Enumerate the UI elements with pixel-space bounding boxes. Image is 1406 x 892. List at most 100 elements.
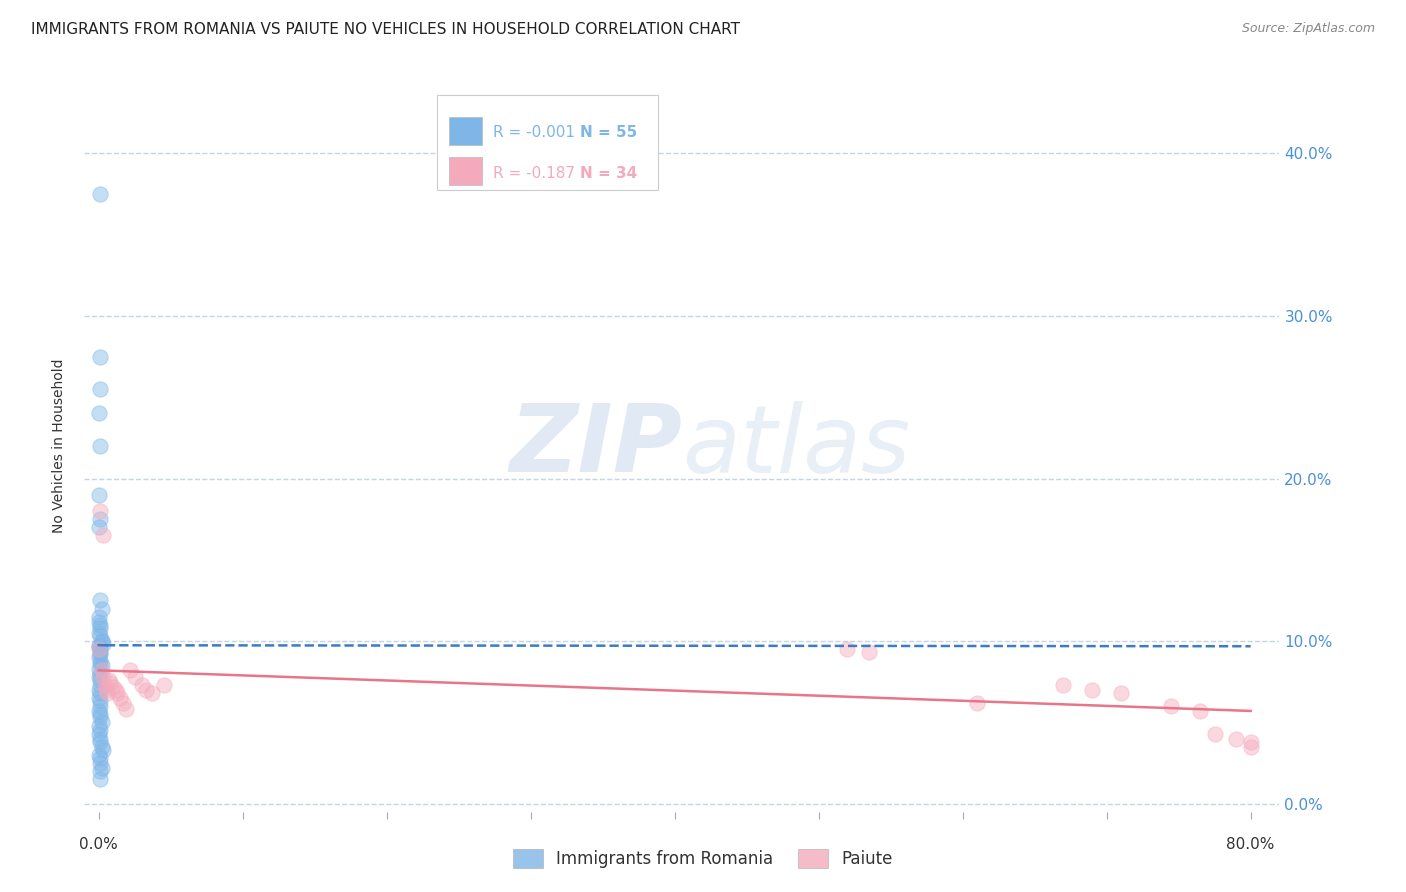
Point — [131, 678, 153, 692]
Point — [89, 593, 111, 607]
Point — [89, 647, 111, 661]
Point — [89, 710, 111, 724]
Point — [89, 617, 111, 632]
Point — [90, 761, 112, 775]
Point — [858, 645, 880, 659]
Point — [87, 690, 110, 705]
Point — [87, 650, 110, 665]
Point — [91, 637, 114, 651]
Point — [87, 682, 110, 697]
Point — [91, 528, 114, 542]
Point — [87, 520, 110, 534]
Text: N = 55: N = 55 — [581, 126, 637, 140]
Point — [87, 727, 110, 741]
Point — [87, 670, 110, 684]
Point — [90, 739, 112, 754]
FancyBboxPatch shape — [449, 157, 482, 185]
Point — [87, 639, 110, 653]
Point — [89, 382, 111, 396]
Point — [87, 639, 110, 653]
Point — [89, 764, 111, 778]
Point — [96, 686, 118, 700]
Point — [90, 634, 112, 648]
Point — [1052, 678, 1074, 692]
FancyBboxPatch shape — [449, 117, 482, 145]
Point — [89, 350, 111, 364]
Point — [89, 645, 111, 659]
Point — [89, 686, 111, 700]
Point — [89, 642, 111, 657]
Point — [87, 718, 110, 732]
Point — [93, 678, 115, 692]
Point — [115, 702, 138, 716]
Point — [1160, 699, 1182, 714]
Point — [89, 657, 111, 671]
Point — [89, 629, 111, 643]
Point — [141, 686, 163, 700]
Point — [89, 187, 111, 202]
Text: R = -0.001: R = -0.001 — [494, 126, 575, 140]
Text: IMMIGRANTS FROM ROMANIA VS PAIUTE NO VEHICLES IN HOUSEHOLD CORRELATION CHART: IMMIGRANTS FROM ROMANIA VS PAIUTE NO VEH… — [31, 22, 740, 37]
FancyBboxPatch shape — [437, 95, 658, 190]
Point — [101, 680, 124, 694]
Point — [89, 731, 111, 746]
Point — [87, 662, 110, 676]
Point — [89, 654, 111, 668]
Point — [91, 743, 114, 757]
Point — [89, 512, 111, 526]
Point — [89, 772, 111, 787]
Point — [87, 747, 110, 762]
Point — [1225, 731, 1247, 746]
Point — [89, 407, 111, 421]
Point — [89, 666, 111, 681]
Point — [89, 439, 111, 453]
Point — [87, 615, 110, 629]
Point — [89, 694, 111, 708]
Text: N = 34: N = 34 — [581, 166, 637, 181]
Point — [107, 686, 129, 700]
Point — [91, 670, 114, 684]
Point — [837, 642, 859, 657]
Point — [90, 601, 112, 615]
Point — [1240, 739, 1263, 754]
Point — [135, 682, 157, 697]
Point — [90, 715, 112, 730]
Point — [97, 673, 120, 687]
Text: ZIP: ZIP — [509, 400, 682, 492]
Point — [94, 682, 117, 697]
Point — [89, 621, 111, 635]
Point — [120, 663, 142, 677]
Point — [87, 609, 110, 624]
Point — [87, 642, 110, 657]
Point — [89, 756, 111, 770]
Point — [89, 707, 111, 722]
Text: R = -0.187: R = -0.187 — [494, 166, 575, 181]
Point — [966, 696, 988, 710]
Point — [89, 751, 111, 765]
Point — [89, 678, 111, 692]
Y-axis label: No Vehicles in Household: No Vehicles in Household — [52, 359, 66, 533]
Point — [87, 488, 110, 502]
Point — [89, 699, 111, 714]
Text: 0.0%: 0.0% — [79, 837, 118, 852]
Point — [124, 670, 146, 684]
Point — [1109, 686, 1132, 700]
Text: atlas: atlas — [682, 401, 910, 491]
Point — [1240, 735, 1263, 749]
Text: Source: ZipAtlas.com: Source: ZipAtlas.com — [1241, 22, 1375, 36]
Point — [90, 634, 112, 648]
Point — [89, 673, 111, 687]
Point — [1189, 704, 1212, 718]
Legend: Immigrants from Romania, Paiute: Immigrants from Romania, Paiute — [506, 842, 900, 875]
Point — [89, 735, 111, 749]
Point — [87, 626, 110, 640]
Point — [89, 723, 111, 738]
Point — [105, 682, 128, 697]
Point — [1204, 727, 1226, 741]
Point — [152, 678, 174, 692]
Point — [87, 704, 110, 718]
Point — [1081, 682, 1104, 697]
Point — [89, 504, 111, 518]
Text: 80.0%: 80.0% — [1226, 837, 1275, 852]
Point — [90, 663, 112, 677]
